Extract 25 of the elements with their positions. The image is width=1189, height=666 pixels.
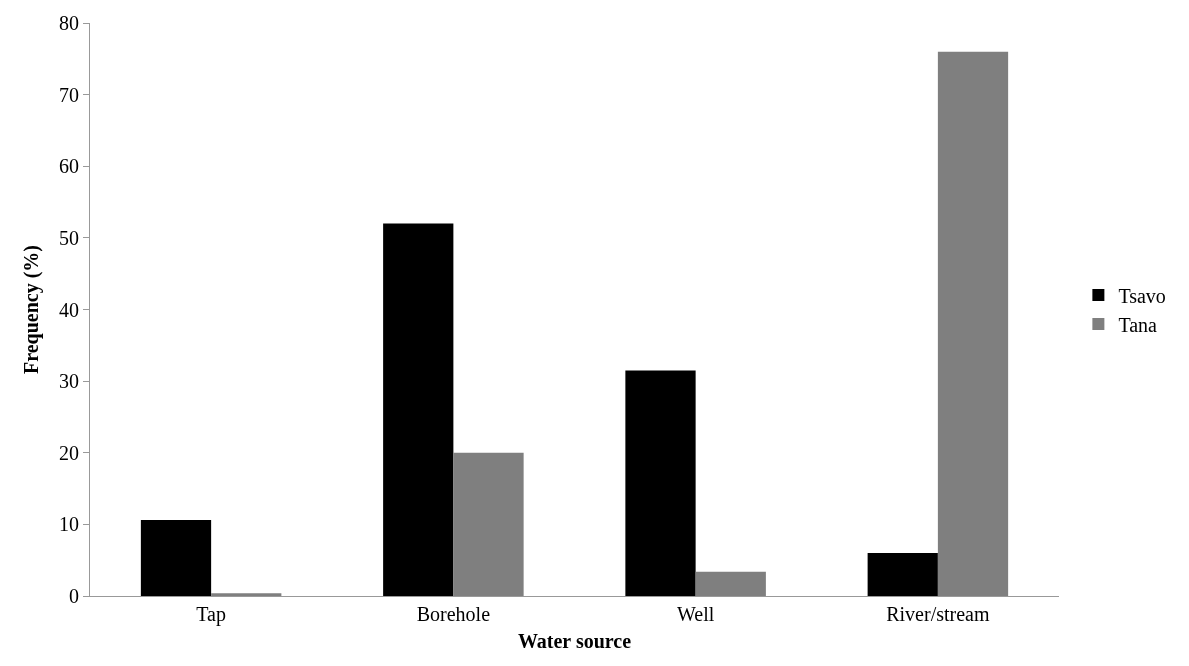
y-tick-label: 30 bbox=[59, 370, 79, 393]
bar bbox=[695, 571, 766, 596]
legend-label: Tsavo bbox=[1118, 284, 1166, 307]
legend-label: Tana bbox=[1118, 313, 1158, 336]
y-axis-title: Frequency (%) bbox=[19, 244, 43, 375]
x-tick-label: Well bbox=[677, 603, 715, 625]
y-tick-label: 60 bbox=[59, 155, 79, 178]
y-tick-label: 70 bbox=[59, 83, 79, 106]
y-tick-label: 0 bbox=[69, 585, 79, 607]
bar bbox=[937, 51, 1009, 596]
y-tick-label: 80 bbox=[59, 12, 79, 34]
x-tick-label: River/stream bbox=[886, 603, 990, 625]
bar bbox=[383, 223, 454, 596]
bar bbox=[867, 553, 938, 596]
y-tick-label: 10 bbox=[59, 513, 79, 536]
y-tick-label: 50 bbox=[59, 226, 79, 249]
bar bbox=[211, 593, 282, 596]
x-axis-title: Water source bbox=[517, 629, 632, 652]
x-tick-label: Tap bbox=[196, 603, 226, 626]
x-tick-label: Borehole bbox=[416, 603, 491, 625]
y-tick-label: 20 bbox=[59, 441, 79, 464]
bar bbox=[625, 370, 696, 596]
bar bbox=[140, 520, 212, 596]
bar bbox=[453, 452, 524, 596]
y-tick-label: 40 bbox=[59, 298, 79, 321]
